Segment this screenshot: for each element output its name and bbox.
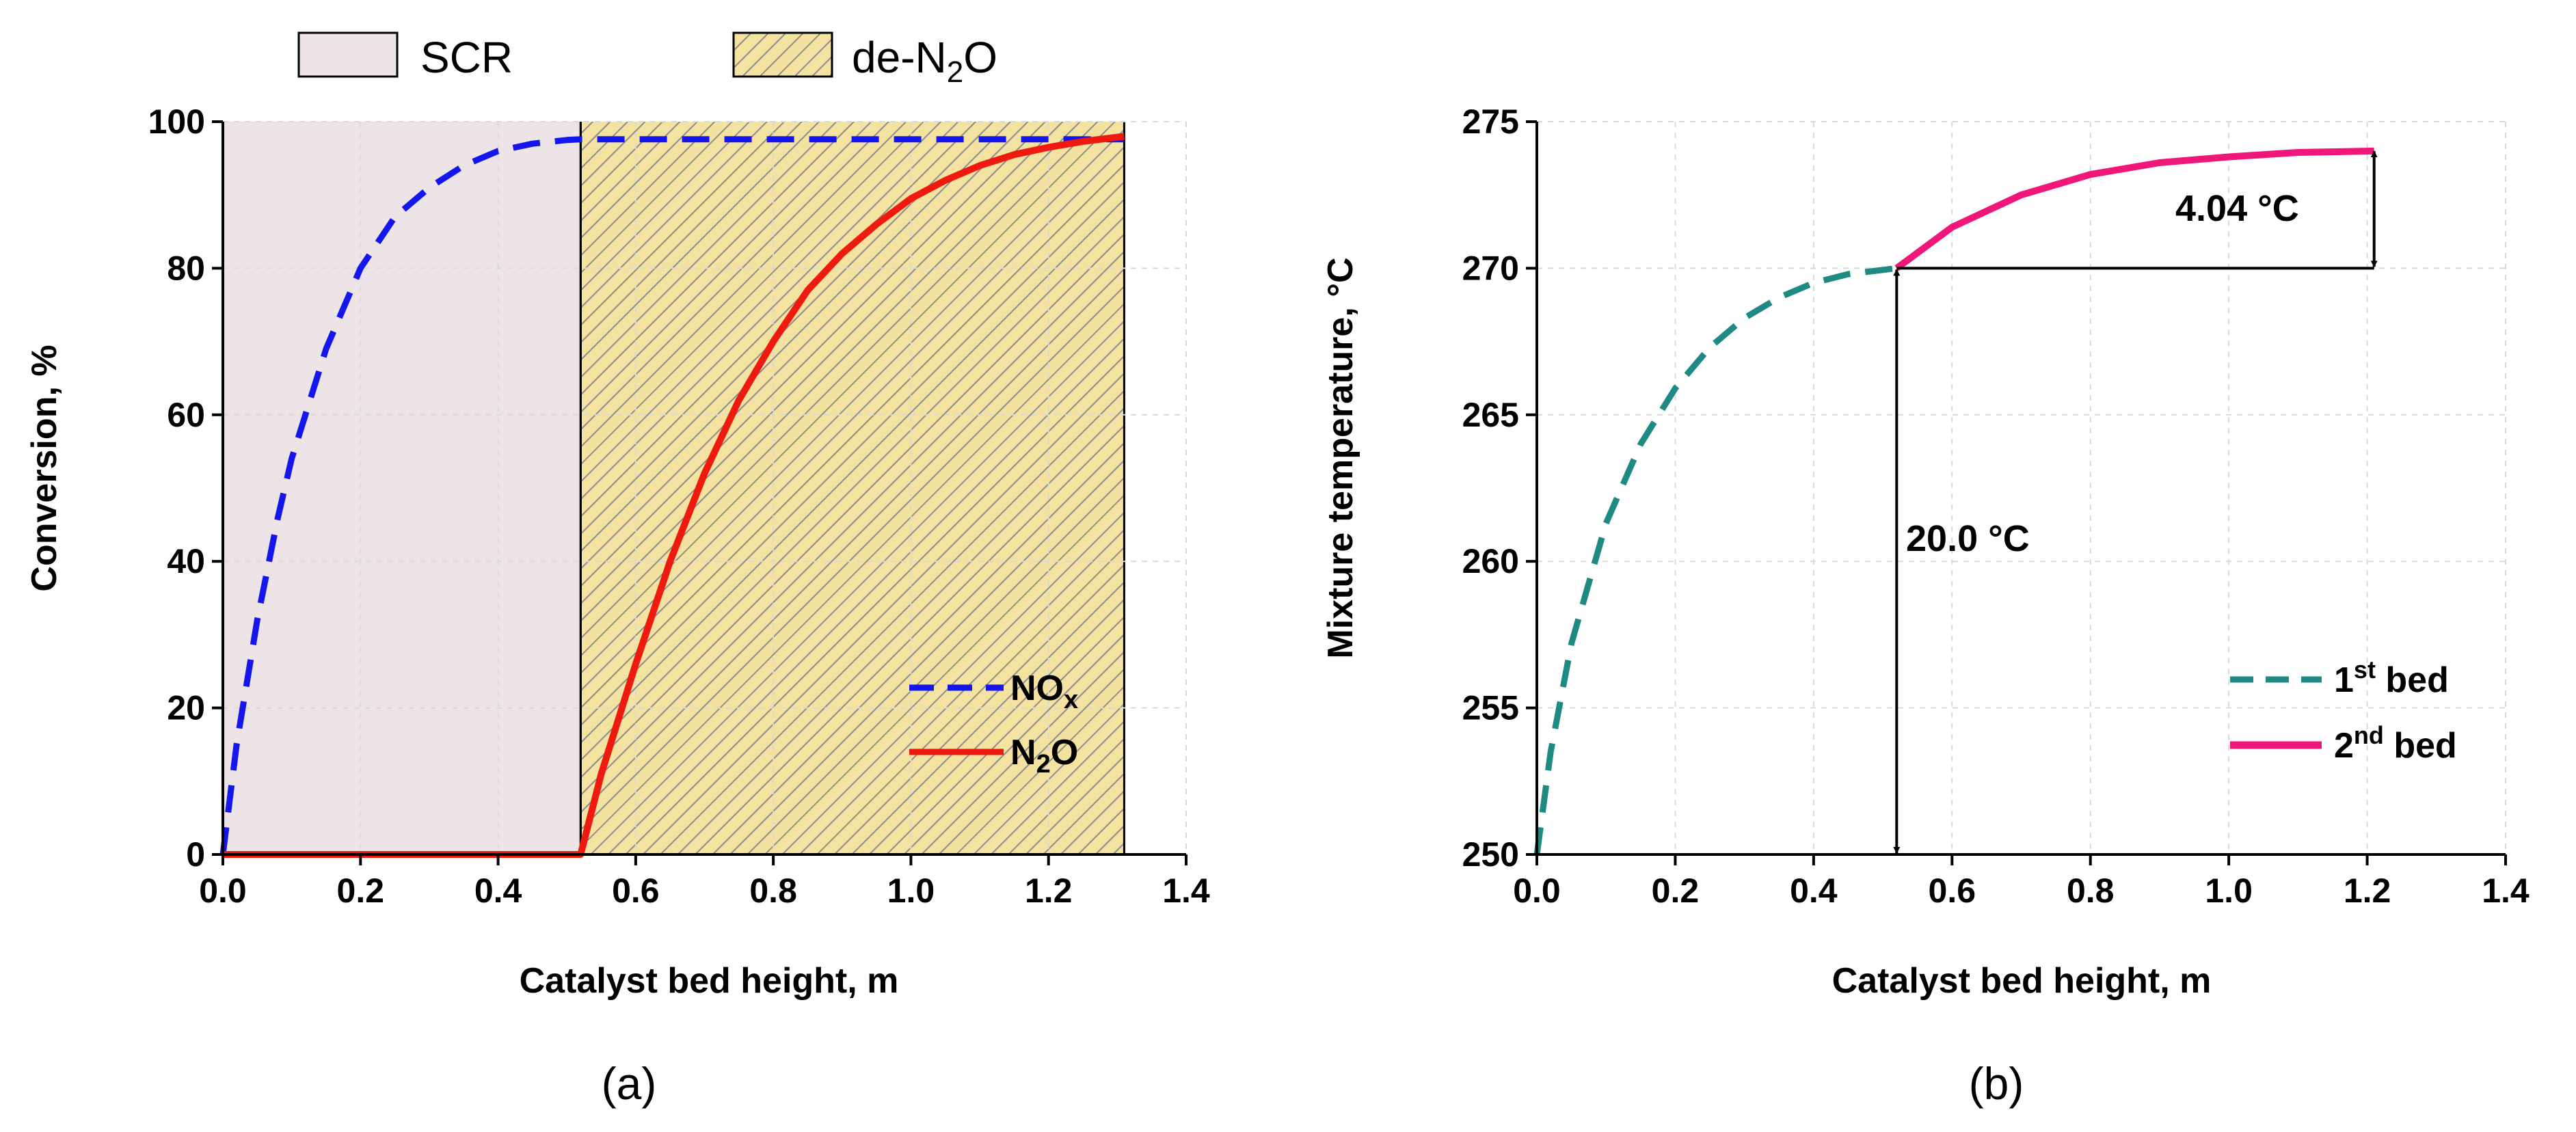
legend-label-1st-bed: 1st bed [2334, 656, 2449, 700]
x-tick-label: 1.4 [2482, 872, 2530, 910]
x-tick-label: 1.0 [887, 872, 935, 910]
x-tick-label: 1.4 [1162, 872, 1210, 910]
annotation-label-4: 4.04 °C [2175, 188, 2299, 229]
series-group [1533, 147, 2374, 855]
gridlines [223, 121, 1187, 854]
y-tick-label: 60 [167, 396, 205, 434]
x-tick-label: 0.8 [2067, 872, 2115, 910]
x-tick-label: 1.2 [2344, 872, 2391, 910]
y-tick-label: 40 [167, 542, 205, 580]
x-axis-label: Catalyst bed height, m [520, 961, 899, 1001]
y-tick-label: 0 [186, 835, 205, 874]
tick-labels: 0.0 0.2 0.4 0.6 0.8 1.0 1.2 1.4 250 255 260 265 270 2… [1462, 103, 2530, 910]
series-line-2nd-bed [1894, 147, 2374, 271]
x-tick-label: 0.8 [749, 872, 797, 910]
legend-label-de-n2o: de-N2O [852, 33, 997, 89]
series-line-nox [219, 136, 1125, 855]
axes [1526, 120, 2507, 865]
y-tick-label: 20 [167, 689, 205, 727]
x-tick-label: 0.4 [474, 872, 522, 910]
legend-label-n2o: N2O [1010, 733, 1078, 779]
annotation-label-20: 20.0 °C [1906, 518, 2030, 559]
y-tick-label: 100 [148, 103, 205, 141]
legend-label-scr: SCR [420, 33, 513, 82]
series-group [219, 133, 1125, 858]
series-line-n2o [223, 133, 1125, 858]
y-axis-label: Conversion, % [25, 345, 64, 591]
x-tick-label: 0.6 [1929, 872, 1976, 910]
x-tick-label: 0.0 [1513, 872, 1561, 910]
x-tick-label: 1.0 [2205, 872, 2253, 910]
region-scr [223, 122, 581, 854]
x-axis-label: Catalyst bed height, m [1832, 961, 2212, 1001]
region-de-n2o [580, 122, 1125, 854]
legend-label-nox: NOx [1010, 669, 1078, 714]
y-tick-label: 80 [167, 249, 205, 287]
x-tick-label: 0.2 [1652, 872, 1700, 910]
x-tick-label: 0.2 [337, 872, 385, 910]
region-legend: SCR de-N2O [297, 31, 997, 89]
x-tick-label: 0.0 [199, 872, 247, 910]
series-legend: 1st bed 2nd bed [2230, 656, 2457, 766]
axes [212, 120, 1188, 865]
y-tick-label: 265 [1462, 396, 1519, 434]
y-tick-label: 255 [1462, 689, 1519, 727]
y-tick-label: 260 [1462, 542, 1519, 580]
annotations [1893, 150, 2378, 854]
tick-labels: 0.0 0.2 0.4 0.6 0.8 1.0 1.2 1.4 0 20 40 60 80 100 [148, 103, 1210, 910]
chart-b: 0.0 0.2 0.4 0.6 0.8 1.0 1.2 1.4 250 255 260 265 270 2… [1321, 103, 2530, 1109]
region-backgrounds [223, 122, 1125, 854]
legend-swatch-scr [297, 31, 399, 78]
chart-a: SCR de-N2O 0.0 0.2 0.4 0.6 0.8 1.0 1.2 1.4 0 20 40… [25, 31, 1210, 1109]
series-line-1st-bed [1533, 265, 1897, 855]
y-tick-label: 275 [1462, 103, 1519, 141]
y-tick-label: 250 [1462, 835, 1519, 874]
legend-label-2nd-bed: 2nd bed [2334, 721, 2457, 766]
panel-label-b: (b) [1969, 1058, 2024, 1109]
y-axis-label: Mixture temperature, °C [1321, 257, 1360, 658]
x-tick-label: 0.4 [1790, 872, 1838, 910]
series-legend: NOx N2O [909, 669, 1078, 779]
legend-swatch-de-n2o [732, 31, 833, 78]
panel-label-a: (a) [602, 1058, 657, 1109]
x-tick-label: 0.6 [612, 872, 660, 910]
y-tick-label: 270 [1462, 249, 1519, 287]
x-tick-label: 1.2 [1025, 872, 1073, 910]
